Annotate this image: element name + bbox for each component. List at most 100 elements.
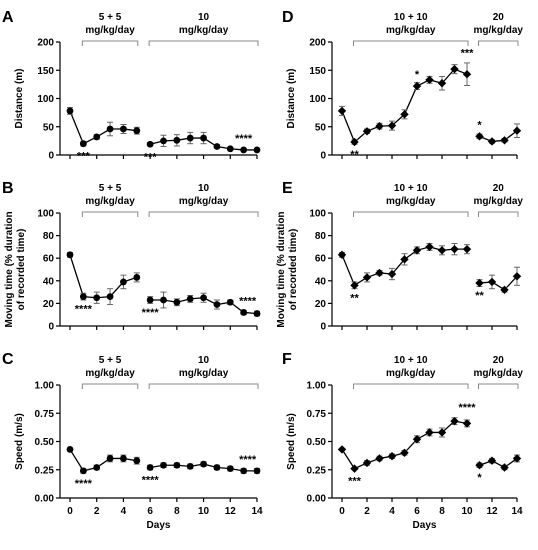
data-point bbox=[120, 455, 127, 462]
dose-unit-label: mg/kg/day bbox=[474, 196, 524, 207]
significance-label: **** bbox=[239, 295, 257, 307]
y-tick-label: 100 bbox=[309, 94, 326, 105]
dose-bracket bbox=[478, 40, 519, 46]
data-point bbox=[500, 136, 509, 145]
data-point bbox=[475, 461, 484, 470]
dose-label: 10 bbox=[198, 355, 210, 366]
significance-label: *** bbox=[348, 476, 362, 488]
y-axis-label: Distance (m) bbox=[14, 68, 25, 128]
data-point bbox=[437, 79, 447, 88]
y-axis-label: Distance (m) bbox=[286, 68, 297, 128]
dose-label: 10 + 10 bbox=[394, 355, 428, 366]
dose-label: 10 + 10 bbox=[394, 12, 428, 23]
data-point bbox=[412, 246, 422, 255]
x-tick-label: 8 bbox=[439, 506, 445, 517]
data-point bbox=[79, 140, 87, 148]
data-point bbox=[66, 251, 74, 259]
y-tick-label: 0.75 bbox=[307, 409, 327, 420]
dose-unit-label: mg/kg/day bbox=[179, 368, 229, 379]
data-point bbox=[253, 146, 261, 154]
panel-e: E 0 20 40 60 80 100 Moving time (% duration of r… bbox=[276, 180, 523, 333]
significance-label: ** bbox=[350, 149, 359, 161]
dose-label: 5 + 5 bbox=[99, 12, 122, 23]
dose-bracket bbox=[353, 40, 469, 46]
x-tick-label: 10 bbox=[461, 506, 473, 517]
data-point bbox=[120, 125, 127, 133]
dose-bracket bbox=[353, 211, 469, 217]
data-point bbox=[425, 75, 434, 85]
dose-unit-label: mg/kg/day bbox=[85, 368, 135, 379]
x-tick-label: 12 bbox=[225, 506, 237, 517]
data-point bbox=[512, 126, 522, 135]
data-point bbox=[512, 454, 522, 463]
y-tick-label: 80 bbox=[43, 231, 55, 242]
data-point bbox=[425, 428, 434, 437]
significance-label: **** bbox=[239, 454, 257, 466]
data-point bbox=[362, 127, 372, 136]
data-point bbox=[362, 273, 372, 282]
dose-unit-label: mg/kg/day bbox=[179, 25, 229, 36]
significance-label: * bbox=[477, 119, 482, 131]
data-point bbox=[400, 255, 409, 264]
y-tick-label: 150 bbox=[37, 66, 54, 77]
data-point bbox=[160, 296, 167, 304]
significance-label: **** bbox=[235, 133, 253, 145]
data-point bbox=[146, 296, 154, 304]
dose-unit-label: mg/kg/day bbox=[474, 368, 524, 379]
data-point bbox=[350, 281, 359, 290]
y-tick-label: 60 bbox=[315, 254, 327, 265]
panel-letter: C bbox=[2, 351, 14, 368]
panel-letter: D bbox=[282, 9, 294, 26]
data-point bbox=[375, 268, 384, 278]
dose-bracket bbox=[81, 40, 139, 46]
panel-letter: F bbox=[282, 351, 292, 368]
x-tick-label: 10 bbox=[198, 506, 210, 517]
data-point bbox=[93, 464, 101, 471]
significance-label: ** bbox=[350, 292, 359, 304]
panel-letter: B bbox=[2, 180, 14, 197]
dose-bracket bbox=[148, 211, 259, 217]
y-tick-label: 0.75 bbox=[35, 409, 55, 420]
data-point bbox=[66, 107, 74, 115]
data-point bbox=[213, 301, 221, 308]
dose-unit-label: mg/kg/day bbox=[85, 25, 135, 36]
data-point bbox=[66, 446, 74, 453]
significance-label: ** bbox=[475, 290, 484, 302]
data-point bbox=[387, 121, 397, 130]
data-point bbox=[487, 137, 497, 146]
y-axis-label: Speed (m/s) bbox=[286, 413, 297, 470]
x-tick-label: 14 bbox=[251, 506, 263, 517]
data-point bbox=[337, 106, 347, 116]
y-tick-label: 200 bbox=[309, 38, 326, 49]
data-point bbox=[200, 294, 207, 302]
x-tick-label: 2 bbox=[94, 506, 100, 517]
data-point bbox=[500, 463, 509, 472]
significance-label: *** bbox=[77, 151, 91, 163]
data-point bbox=[160, 137, 167, 145]
significance-label: **** bbox=[75, 304, 93, 316]
data-point bbox=[375, 121, 384, 131]
data-point bbox=[253, 467, 261, 475]
data-point bbox=[213, 143, 221, 150]
data-point bbox=[240, 309, 248, 316]
y-axis-label: of recorded time) bbox=[16, 229, 27, 311]
panel-letter: E bbox=[282, 180, 293, 197]
data-point bbox=[350, 464, 359, 473]
data-point bbox=[200, 134, 207, 142]
data-point bbox=[93, 294, 101, 302]
data-point bbox=[437, 246, 447, 255]
data-point bbox=[412, 81, 422, 91]
data-point bbox=[387, 269, 397, 279]
significance-label: **** bbox=[75, 478, 93, 490]
data-point bbox=[240, 467, 248, 475]
y-tick-label: 100 bbox=[37, 209, 54, 220]
significance-label: *** bbox=[144, 151, 158, 163]
y-tick-label: 1.00 bbox=[307, 381, 327, 392]
data-point bbox=[226, 145, 234, 153]
x-tick-label: 4 bbox=[121, 506, 127, 517]
y-tick-label: 40 bbox=[315, 276, 327, 287]
data-point bbox=[79, 293, 87, 301]
y-tick-label: 200 bbox=[37, 38, 54, 49]
panel-d: D 0 50 100 150 200 Distance (m) 10 + 10 mg/kg/da… bbox=[282, 9, 523, 162]
